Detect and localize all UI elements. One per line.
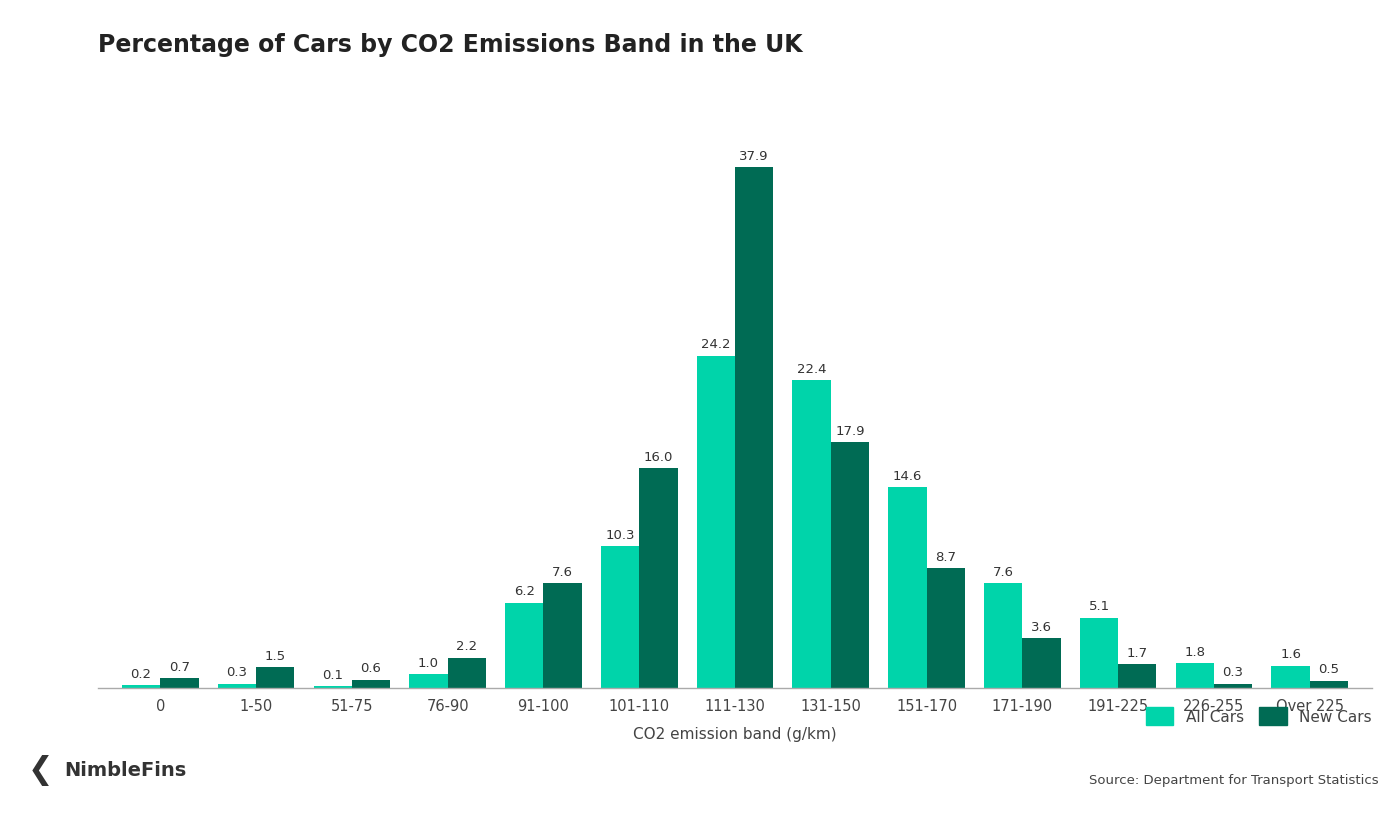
X-axis label: CO2 emission band (g/km): CO2 emission band (g/km) <box>633 726 837 741</box>
Text: 0.3: 0.3 <box>227 665 248 678</box>
Bar <box>984 584 1022 688</box>
Text: 7.6: 7.6 <box>552 565 573 578</box>
Text: 6.2: 6.2 <box>514 585 535 597</box>
Bar <box>1271 666 1310 688</box>
Bar <box>640 468 678 688</box>
Text: 24.2: 24.2 <box>701 337 731 351</box>
Bar <box>160 678 199 688</box>
Bar <box>697 356 735 688</box>
Text: 5.1: 5.1 <box>1088 600 1110 613</box>
Text: 0.1: 0.1 <box>322 668 343 681</box>
Legend: All Cars, New Cars: All Cars, New Cars <box>1145 707 1372 726</box>
Text: 22.4: 22.4 <box>797 362 826 375</box>
Text: 0.2: 0.2 <box>130 667 151 680</box>
Text: 2.2: 2.2 <box>456 640 477 652</box>
Text: 0.5: 0.5 <box>1319 663 1340 676</box>
Bar <box>792 381 830 688</box>
Text: 1.0: 1.0 <box>419 656 440 669</box>
Bar <box>448 658 486 688</box>
Text: Percentage of Cars by CO2 Emissions Band in the UK: Percentage of Cars by CO2 Emissions Band… <box>98 34 802 57</box>
Text: 17.9: 17.9 <box>836 424 865 437</box>
Bar <box>888 488 927 688</box>
Bar <box>1079 618 1119 688</box>
Bar <box>1214 684 1252 688</box>
Text: Source: Department for Transport Statistics: Source: Department for Transport Statist… <box>1089 773 1379 786</box>
Text: 3.6: 3.6 <box>1030 620 1051 633</box>
Bar <box>256 667 294 688</box>
Bar <box>1119 665 1156 688</box>
Text: NimbleFins: NimbleFins <box>64 760 186 780</box>
Text: 1.8: 1.8 <box>1184 645 1205 658</box>
Text: 14.6: 14.6 <box>893 469 923 482</box>
Text: 0.6: 0.6 <box>361 661 381 674</box>
Text: 7.6: 7.6 <box>993 565 1014 578</box>
Bar <box>409 674 448 688</box>
Bar <box>1310 681 1348 688</box>
Bar <box>218 684 256 688</box>
Text: 1.7: 1.7 <box>1127 646 1148 659</box>
Bar <box>601 547 640 688</box>
Text: 1.5: 1.5 <box>265 649 286 662</box>
Text: 10.3: 10.3 <box>605 528 634 541</box>
Text: 0.7: 0.7 <box>169 660 190 673</box>
Bar <box>830 442 869 688</box>
Bar <box>505 603 543 688</box>
Bar <box>1022 639 1061 688</box>
Bar <box>351 680 391 688</box>
Bar <box>314 686 351 688</box>
Text: ❮: ❮ <box>28 754 53 785</box>
Bar <box>543 584 582 688</box>
Text: 8.7: 8.7 <box>935 550 956 563</box>
Text: 1.6: 1.6 <box>1280 648 1301 661</box>
Bar <box>927 568 965 688</box>
Bar <box>122 686 160 688</box>
Text: 37.9: 37.9 <box>739 150 769 163</box>
Bar <box>1176 663 1214 688</box>
Text: 0.3: 0.3 <box>1222 665 1243 678</box>
Text: 16.0: 16.0 <box>644 450 673 463</box>
Bar <box>735 168 773 688</box>
